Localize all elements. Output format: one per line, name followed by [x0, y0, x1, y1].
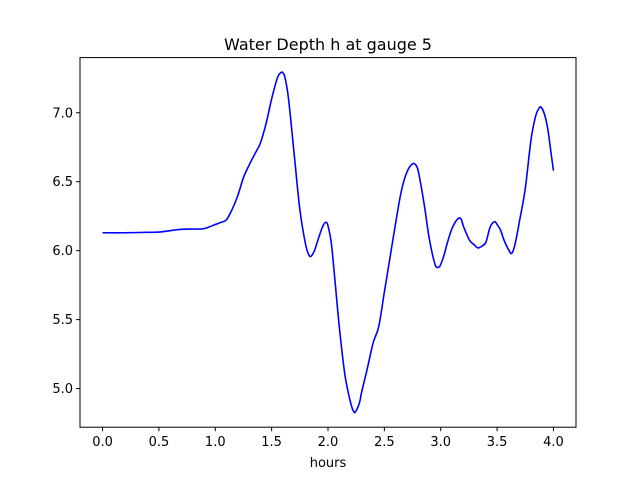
y-tick-label: 5.0 [52, 382, 73, 397]
y-axis: 5.0 5.5 6.0 6.5 7.0 [52, 106, 80, 397]
x-axis-label: hours [310, 456, 347, 471]
x-tick-label: 4.0 [543, 435, 564, 450]
x-tick-label: 1.0 [205, 435, 226, 450]
x-tick-label: 0.5 [149, 435, 170, 450]
x-tick-label: 1.5 [261, 435, 282, 450]
chart-title: Water Depth h at gauge 5 [224, 35, 432, 54]
y-tick-label: 6.5 [52, 175, 73, 190]
x-tick-label: 2.0 [318, 435, 339, 450]
x-axis: 0.0 0.5 1.0 1.5 2.0 2.5 3.0 3.5 4.0 [92, 427, 564, 450]
plot-frame [79, 57, 577, 428]
y-tick-label: 7.0 [52, 106, 73, 121]
y-tick-label: 6.0 [52, 244, 73, 259]
x-tick-label: 2.5 [374, 435, 395, 450]
x-tick-label: 3.0 [430, 435, 451, 450]
series-line [102, 71, 555, 414]
y-tick-label: 5.5 [52, 313, 73, 328]
x-tick-label: 3.5 [487, 435, 508, 450]
x-tick-label: 0.0 [92, 435, 113, 450]
